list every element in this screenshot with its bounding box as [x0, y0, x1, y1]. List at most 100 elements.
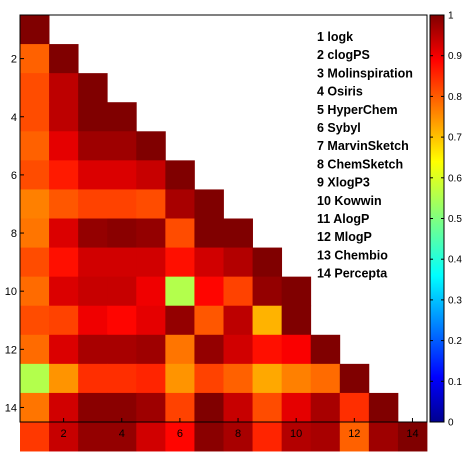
heatmap-cell-14-12	[339, 392, 370, 423]
x-tick-label-2: 2	[61, 428, 67, 440]
heatmap-cell-12-8	[223, 334, 253, 365]
y-tick-label-4: 4	[11, 112, 17, 124]
heatmap-cell-8-6	[165, 218, 195, 248]
heatmap-cell-11-2	[49, 305, 79, 336]
colorbar-tick-label-0.2: 0.2	[448, 336, 462, 347]
heatmap-cell-12-9	[252, 334, 283, 365]
heatmap-cell-13-11	[310, 363, 341, 394]
heatmap-cell-2-2	[49, 44, 79, 74]
heatmap-cell-15-5	[136, 422, 166, 452]
heatmap-cell-6-6	[165, 160, 195, 190]
heatmap-cell-9-2	[49, 247, 79, 278]
heatmap-cell-5-2	[49, 131, 79, 161]
legend: 1 logk 2 clogPS 3 Molinspiration 4 Osiris 5 …	[317, 30, 413, 281]
heatmap-cell-7-3	[78, 189, 108, 219]
y-tick-label-8: 8	[11, 228, 17, 240]
heatmap-cell-6-3	[78, 160, 108, 190]
heatmap-cell-9-9	[252, 247, 283, 278]
heatmap-cell-15-9	[252, 422, 283, 452]
heatmap-cell-12-6	[165, 334, 195, 365]
heatmap-cell-8-2	[49, 218, 79, 248]
heatmap-cell-3-2	[49, 73, 79, 103]
heatmap-cell-11-6	[165, 305, 195, 336]
y-tick-label-14: 14	[5, 402, 17, 414]
x-tick-label-12: 12	[348, 428, 360, 440]
colorbar-tick-label-0.1: 0.1	[448, 377, 462, 388]
heatmap-cell-15-10	[281, 422, 312, 452]
heatmap-cell-14-10	[281, 392, 312, 423]
y-tick-label-12: 12	[5, 344, 17, 356]
legend-entry-7: 7 MarvinSketch	[317, 139, 409, 153]
heatmap-cell-7-7	[194, 189, 224, 219]
heatmap-cell-1-1	[20, 15, 50, 45]
heatmap-cell-5-3	[78, 131, 108, 161]
heatmap-cell-14-8	[223, 392, 253, 423]
heatmap-cell-6-1	[20, 160, 50, 190]
heatmap-cell-14-4	[107, 392, 137, 423]
heatmap-cell-15-4	[107, 422, 137, 452]
legend-entry-9: 9 XlogP3	[317, 176, 370, 190]
heatmap-cell-5-1	[20, 131, 50, 161]
colorbar-tick-label-0.3: 0.3	[448, 295, 462, 306]
heatmap-cell-10-2	[49, 276, 79, 307]
heatmap-cell-13-3	[78, 363, 108, 394]
legend-entry-14: 14 Percepta	[317, 267, 388, 281]
heatmap-cell-11-3	[78, 305, 108, 336]
heatmap-cell-11-7	[194, 305, 224, 336]
heatmap-cell-8-7	[194, 218, 224, 248]
heatmap-cell-4-2	[49, 102, 79, 132]
heatmap-cell-14-13	[368, 392, 399, 423]
heatmap-cell-13-8	[223, 363, 253, 394]
heatmap-cell-11-4	[107, 305, 137, 336]
heatmap-cell-12-11	[310, 334, 341, 365]
heatmap-cell-5-4	[107, 131, 137, 161]
colorbar-tick-label-0.9: 0.9	[448, 51, 462, 62]
heatmap-cell-15-1	[20, 422, 50, 452]
heatmap-cell-14-6	[165, 392, 195, 423]
heatmap-cell-13-4	[107, 363, 137, 394]
heatmap-cell-15-3	[78, 422, 108, 452]
heatmap-cell-12-5	[136, 334, 166, 365]
heatmap-cell-10-5	[136, 276, 166, 307]
heatmap-cell-6-5	[136, 160, 166, 190]
heatmap-cell-11-9	[252, 305, 283, 336]
legend-entry-3: 3 Molinspiration	[317, 66, 413, 80]
legend-entry-10: 10 Kowwin	[317, 194, 382, 208]
heatmap-cell-4-1	[20, 102, 50, 132]
legend-entry-1: 1 logk	[317, 30, 353, 44]
legend-entry-13: 13 Chembio	[317, 248, 388, 262]
heatmap-cell-3-1	[20, 73, 50, 103]
heatmap-cell-12-10	[281, 334, 312, 365]
heatmap-cell-13-10	[281, 363, 312, 394]
colorbar-tick-label-0.5: 0.5	[448, 214, 462, 225]
heatmap-cell-12-1	[20, 334, 50, 365]
heatmap-cell-7-4	[107, 189, 137, 219]
heatmap-cell-9-1	[20, 247, 50, 278]
heatmap-cell-13-2	[49, 363, 79, 394]
heatmap-cell-7-1	[20, 189, 50, 219]
heatmap-cell-8-5	[136, 218, 166, 248]
colorbar: 0 0.1 0.2 0.3 0.4 0.5 0.6 0.7 0.8 0.9 1	[429, 11, 462, 429]
heatmap-cell-12-4	[107, 334, 137, 365]
heatmap-cell-15-12	[339, 422, 370, 452]
heatmap-cell-11-1	[20, 305, 50, 336]
heatmap-cell-13-12	[339, 363, 370, 394]
heatmap-cell-10-6	[165, 276, 195, 307]
heatmap-cell-10-1	[20, 276, 50, 307]
heatmap-cell-10-7	[194, 276, 224, 307]
heatmap-cell-12-3	[78, 334, 108, 365]
heatmap-cell-3-3	[78, 73, 108, 103]
x-tick-label-14: 14	[406, 428, 418, 440]
legend-entry-2: 2 clogPS	[317, 48, 370, 62]
heatmap-cell-2-1	[20, 44, 50, 74]
heatmap-cell-11-10	[281, 305, 312, 336]
heatmap-cell-10-9	[252, 276, 283, 307]
x-tick-label-10: 10	[290, 428, 302, 440]
y-tick-label-10: 10	[5, 286, 17, 298]
heatmap-cell-10-3	[78, 276, 108, 307]
heatmap-cell-13-6	[165, 363, 195, 394]
legend-entry-8: 8 ChemSketch	[317, 157, 403, 171]
heatmap-cell-9-8	[223, 247, 253, 278]
heatmap-cell-8-1	[20, 218, 50, 248]
heatmap-cell-15-11	[310, 422, 341, 452]
